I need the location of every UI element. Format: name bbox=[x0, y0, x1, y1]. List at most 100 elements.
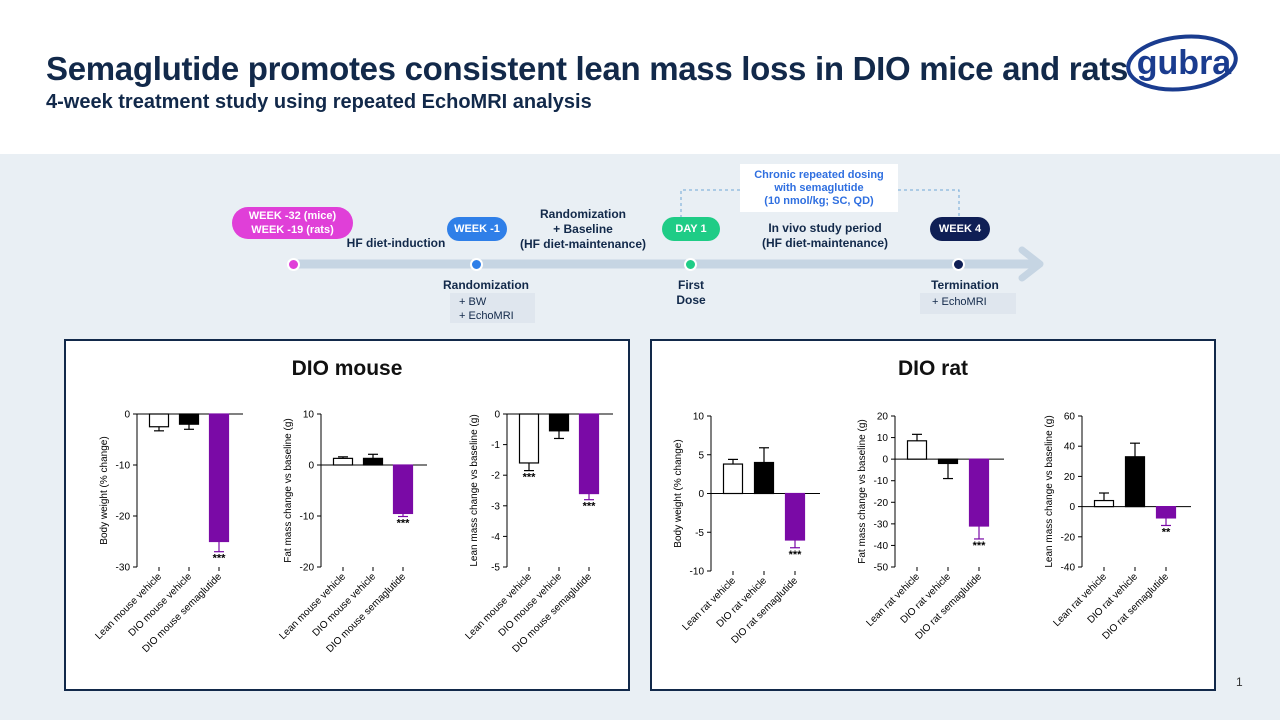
week-minus1-pill: WEEK -1 bbox=[447, 217, 507, 241]
y-tick-label: 0 bbox=[698, 489, 704, 500]
invivo-line2: (HF diet-maintenance) bbox=[761, 236, 888, 250]
bar-chart-3: 10 5 0 -5 -10 Body weight (% change) Lean rat … bbox=[673, 412, 820, 646]
bar bbox=[1093, 499, 1115, 508]
bar bbox=[578, 413, 600, 495]
bar bbox=[753, 461, 775, 495]
panel-dio-rat: DIO rat 10 5 0 -5 -10 Body weight (% change) L… bbox=[650, 339, 1216, 691]
timeline-dot-week-minus1 bbox=[470, 258, 483, 271]
rat-charts: 10 5 0 -5 -10 Body weight (% change) Lean rat … bbox=[673, 412, 1191, 646]
page-number: 1 bbox=[1236, 675, 1243, 689]
dosing-bracket-right bbox=[898, 189, 960, 230]
dosing-line2: with semaglutide bbox=[774, 182, 864, 194]
y-tick-label: -40 bbox=[874, 541, 889, 552]
timeline-dot-day1 bbox=[684, 258, 697, 271]
significance-label: *** bbox=[523, 472, 537, 484]
y-tick-label: 10 bbox=[693, 412, 705, 423]
y-tick-label: 10 bbox=[877, 433, 889, 444]
y-axis-label: Lean mass change vs baseline (g) bbox=[1044, 415, 1055, 567]
study-timeline: WEEK -32 (mice) WEEK -19 (rats) HF diet-… bbox=[0, 154, 1280, 339]
bar-chart-2: 0 -1 -2 -3 -4 -5 Lean mass change vs baseline … bbox=[463, 410, 613, 655]
significance-label: *** bbox=[397, 518, 411, 530]
bar bbox=[1124, 456, 1146, 508]
bar bbox=[148, 413, 170, 428]
y-tick-label: -40 bbox=[1061, 563, 1076, 574]
week-start-pill: WEEK -32 (mice) WEEK -19 (rats) bbox=[232, 207, 353, 239]
y-tick-label: 5 bbox=[698, 450, 704, 461]
y-axis-label: Fat mass change vs baseline (g) bbox=[283, 418, 294, 563]
timeline-graphics bbox=[288, 189, 1044, 282]
termination-item-echomri: + EchoMRI bbox=[932, 296, 987, 308]
randomization-phase-line1: Randomization bbox=[540, 207, 626, 221]
bar bbox=[208, 413, 230, 543]
bar bbox=[178, 413, 200, 425]
randomization-phase-line2: + Baseline bbox=[553, 222, 613, 236]
bar bbox=[722, 463, 744, 495]
invivo-period-label: In vivo study period (HF diet-maintenanc… bbox=[750, 221, 900, 251]
bar bbox=[1155, 506, 1177, 519]
randomization-item-bw: + BW bbox=[459, 296, 487, 308]
randomization-assays: + BW + EchoMRI bbox=[450, 293, 535, 323]
bar bbox=[906, 440, 928, 460]
panel-title-rat: DIO rat bbox=[897, 357, 968, 380]
dosing-bracket-left bbox=[680, 189, 740, 230]
bar bbox=[332, 457, 354, 466]
logo-text: gubra bbox=[1137, 44, 1233, 82]
timeline-dot-week4 bbox=[952, 258, 965, 271]
termination-title: Termination bbox=[931, 278, 999, 292]
page-subtitle: 4-week treatment study using repeated Ec… bbox=[46, 91, 592, 113]
y-tick-label: -20 bbox=[874, 498, 889, 509]
y-tick-label: 0 bbox=[494, 410, 500, 421]
timeline-dot-start bbox=[287, 258, 300, 271]
dosing-line1: Chronic repeated dosing bbox=[754, 169, 884, 181]
day1-pill: DAY 1 bbox=[662, 217, 720, 241]
y-tick-label: -1 bbox=[491, 440, 500, 451]
y-tick-label: -5 bbox=[695, 528, 704, 539]
y-tick-label: 10 bbox=[303, 410, 315, 421]
slide-header: Semaglutide promotes consistent lean mas… bbox=[0, 0, 1280, 154]
y-axis-label: Fat mass change vs baseline (g) bbox=[857, 419, 868, 564]
y-tick-label: -3 bbox=[491, 501, 500, 512]
randomization-phase-line3: (HF diet-maintenance) bbox=[519, 237, 646, 251]
y-axis-label: Body weight (% change) bbox=[99, 436, 110, 544]
bar bbox=[937, 458, 959, 465]
first-dose-line2: Dose bbox=[676, 293, 706, 307]
significance-label: *** bbox=[973, 540, 987, 552]
y-tick-label: 0 bbox=[124, 410, 130, 421]
category-label: Lean rat vehicle bbox=[680, 575, 738, 633]
bar bbox=[784, 492, 806, 541]
page-title: Semaglutide promotes consistent lean mas… bbox=[46, 50, 1129, 87]
bar bbox=[968, 458, 990, 527]
phase-hf-diet-induction: HF diet-induction bbox=[346, 236, 446, 250]
y-axis-label: Body weight (% change) bbox=[673, 439, 684, 547]
bar-chart-1: 10 0 -10 -20 Fat mass change vs baseline (g)… bbox=[277, 410, 427, 655]
y-tick-label: -10 bbox=[300, 512, 315, 523]
bar bbox=[518, 413, 540, 464]
bar bbox=[392, 464, 414, 515]
gubra-logo: gubra bbox=[1126, 34, 1238, 92]
dosing-line3: (10 nmol/kg; SC, QD) bbox=[764, 195, 874, 207]
significance-label: *** bbox=[583, 501, 597, 513]
y-tick-label: 60 bbox=[1064, 412, 1076, 423]
randomization-phase-label: Randomization + Baseline (HF diet-mainte… bbox=[512, 207, 654, 252]
y-tick-label: 0 bbox=[882, 455, 888, 466]
category-label: Lean rat vehicle bbox=[1051, 571, 1109, 629]
bar bbox=[548, 413, 570, 432]
significance-label: *** bbox=[213, 553, 227, 565]
y-tick-label: 40 bbox=[1064, 442, 1076, 453]
category-label: Lean rat vehicle bbox=[864, 571, 922, 629]
termination-assays: + EchoMRI bbox=[920, 293, 1016, 314]
y-tick-label: -10 bbox=[116, 461, 131, 472]
significance-label: *** bbox=[789, 549, 803, 561]
y-tick-label: -20 bbox=[300, 563, 315, 574]
first-dose-line1: First bbox=[677, 278, 704, 292]
week-start-rats: WEEK -19 (rats) bbox=[251, 224, 334, 236]
y-tick-label: -30 bbox=[874, 519, 889, 530]
week4-pill: WEEK 4 bbox=[930, 217, 990, 241]
y-tick-label: -4 bbox=[491, 532, 500, 543]
invivo-line1: In vivo study period bbox=[768, 221, 882, 235]
y-tick-label: -50 bbox=[874, 563, 889, 574]
y-tick-label: 0 bbox=[1069, 502, 1075, 513]
y-tick-label: -30 bbox=[116, 563, 131, 574]
